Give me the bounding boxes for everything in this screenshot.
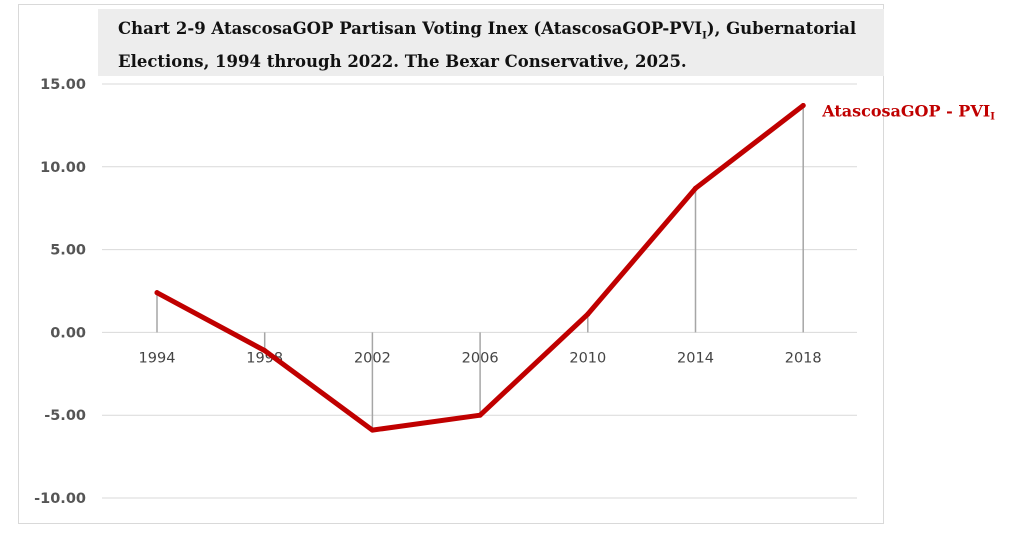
series-label: AtascosaGOP - PVII: [821, 102, 995, 123]
chart-title-line-2: Elections, 1994 through 2022. The Bexar …: [118, 52, 687, 72]
y-tick-label: -5.00: [44, 408, 86, 424]
gridlines: [102, 83, 857, 499]
drop-lines: [156, 105, 804, 431]
chart-title-line-1: Chart 2-9 AtascosaGOP Partisan Voting In…: [118, 16, 884, 49]
chart-title-subscript: I: [702, 30, 707, 42]
chart-title-text-1-end: ), Gubernatorial: [706, 19, 857, 38]
data-point: [262, 348, 268, 354]
x-tick-label: 2014: [677, 350, 714, 366]
y-tick-label: 10.00: [40, 160, 86, 176]
y-tick-label: 0.00: [50, 325, 86, 341]
data-point: [585, 311, 591, 317]
x-tick-label: 2010: [569, 350, 606, 366]
data-point: [477, 412, 483, 418]
series-group: [154, 103, 806, 433]
series-labels: AtascosaGOP - PVII: [821, 102, 995, 123]
x-tick-label: 2018: [785, 350, 822, 366]
y-tick-label: 5.00: [50, 243, 86, 259]
data-point: [800, 103, 806, 109]
data-point: [154, 290, 160, 296]
chart-title: Chart 2-9 AtascosaGOP Partisan Voting In…: [98, 9, 884, 76]
y-tick-label: 15.00: [40, 77, 86, 93]
chart-frame: [18, 4, 884, 524]
x-tick-label: 1994: [139, 350, 176, 366]
y-tick-label: -10.00: [34, 491, 86, 507]
data-point: [693, 185, 698, 191]
y-axis-ticks: 15.00 10.00 5.00 0.00 -5.00 -10.00: [34, 77, 86, 507]
chart-title-text-1: Chart 2-9 AtascosaGOP Partisan Voting In…: [118, 19, 703, 38]
data-point: [369, 427, 375, 433]
